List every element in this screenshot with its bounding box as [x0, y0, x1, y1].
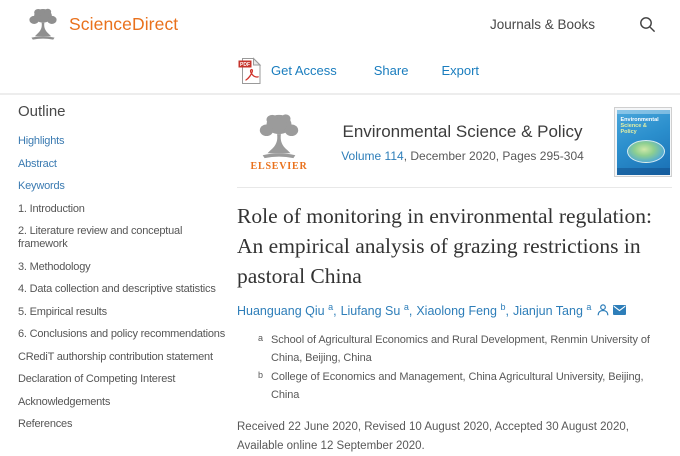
- authors-line: Huanguang Qiu a Liufang Su a Xiaolong Fe…: [237, 302, 672, 318]
- brand-name: ScienceDirect: [69, 13, 179, 34]
- cover-title-line2: Science & Policy: [620, 122, 647, 135]
- author-link[interactable]: Huanguang Qiu a: [237, 302, 337, 318]
- elsevier-wordmark: ELSEVIER: [250, 161, 308, 172]
- outline-item-credit-statement[interactable]: CRediT authorship contribution statement: [18, 350, 213, 363]
- elsevier-tree-icon: [259, 114, 299, 159]
- journal-header-divider: [237, 187, 672, 188]
- affiliation-a: a School of Agricultural Economics and R…: [258, 333, 650, 365]
- outline-item-keywords[interactable]: Keywords: [18, 180, 65, 192]
- sciencedirect-logo[interactable]: ScienceDirect: [28, 7, 178, 41]
- article-title: Role of monitoring in environmental regu…: [237, 204, 652, 288]
- outline-item-highlights[interactable]: Highlights: [18, 135, 65, 147]
- header-divider: [0, 93, 680, 95]
- outline-item-methodology[interactable]: 3. Methodology: [18, 260, 91, 273]
- main-column: ELSEVIER Environmental Science & Policy …: [237, 95, 680, 452]
- outline-item-introduction[interactable]: 1. Introduction: [18, 202, 85, 215]
- affiliations: a School of Agricultural Economics and R…: [237, 331, 672, 404]
- journal-info: Environmental Science & Policy Volume 11…: [311, 122, 614, 163]
- outline-item-data-collection[interactable]: 4. Data collection and descriptive stati…: [18, 283, 216, 295]
- journals-books-link[interactable]: Journals & Books: [489, 16, 595, 32]
- volume-link[interactable]: Volume 114: [341, 148, 404, 163]
- author-icons: [597, 304, 627, 316]
- journal-header: ELSEVIER Environmental Science & Policy …: [237, 103, 672, 181]
- outline-title: Outline: [18, 103, 66, 120]
- affiliation-b: b College of Economics and Management, C…: [258, 370, 644, 402]
- globe-graphic: [626, 139, 665, 163]
- author-link[interactable]: Xiaolong Feng b: [416, 302, 509, 318]
- pdf-icon: PDF: [238, 56, 262, 84]
- get-access-label: Get Access: [271, 63, 337, 78]
- share-button[interactable]: Share: [373, 63, 409, 78]
- outline-item-acknowledgements[interactable]: Acknowledgements: [18, 395, 111, 408]
- svg-text:PDF: PDF: [240, 62, 250, 68]
- search-icon[interactable]: [639, 16, 656, 33]
- outline-item-declaration[interactable]: Declaration of Competing Interest: [18, 373, 176, 385]
- cover-title-line1: Environmental: [620, 116, 659, 123]
- outline-item-empirical-results[interactable]: 5. Empirical results: [18, 305, 107, 318]
- top-header: ScienceDirect Journals & Books: [0, 0, 680, 48]
- journal-issue-line: Volume 114, December 2020, Pages 295-304: [317, 149, 608, 163]
- outline-item-literature-review[interactable]: 2. Literature review and conceptual fram…: [18, 225, 183, 250]
- journal-title-link[interactable]: Environmental Science & Policy: [342, 121, 583, 141]
- outline-item-conclusions[interactable]: 6. Conclusions and policy recommendation…: [18, 328, 226, 340]
- outline-sidebar: Outline Highlights Abstract Keywords 1. …: [0, 95, 237, 430]
- email-envelope-icon[interactable]: [613, 305, 627, 316]
- content-area: Outline Highlights Abstract Keywords 1. …: [0, 95, 680, 452]
- get-access-button[interactable]: PDF Get Access: [238, 56, 337, 85]
- issue-info: , December 2020, Pages 295-304: [403, 148, 584, 163]
- corresponding-author-icon[interactable]: [597, 304, 609, 316]
- outline-item-abstract[interactable]: Abstract: [18, 157, 57, 170]
- export-button[interactable]: Export: [441, 63, 480, 78]
- author-link[interactable]: Jianjun Tang a: [512, 302, 592, 319]
- action-bar: PDF Get Access Share Export: [0, 48, 680, 93]
- elsevier-logo[interactable]: ELSEVIER: [247, 112, 311, 172]
- author-link[interactable]: Liufang Su a: [341, 302, 413, 318]
- journal-cover-thumbnail[interactable]: Environmental Science & Policy: [614, 107, 672, 177]
- article-dates: Received 22 June 2020, Revised 10 August…: [237, 421, 629, 453]
- elsevier-tree-icon: [29, 8, 57, 40]
- top-nav: Journals & Books: [490, 16, 656, 33]
- journal-cover-art: Environmental Science & Policy: [616, 109, 670, 175]
